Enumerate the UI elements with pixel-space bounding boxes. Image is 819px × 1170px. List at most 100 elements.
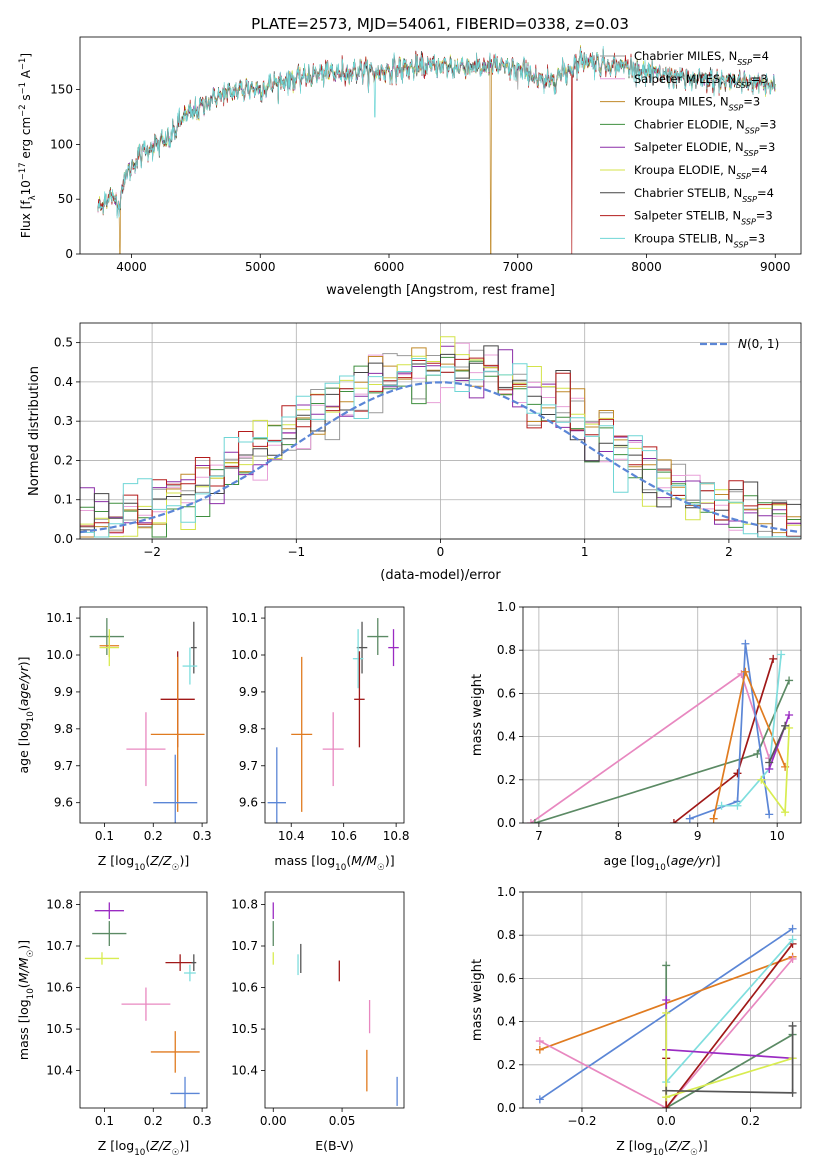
data-point [191,954,197,971]
plus-marker [781,721,790,730]
x-tick-label: 9 [694,829,702,843]
legend-entry: Salpeter ELODIE, NSSP=3 [634,140,775,158]
data-point [352,629,364,689]
plus-marker [530,819,539,823]
data-point [92,921,127,946]
x-tick-label: −1 [287,545,305,559]
y-tick-label: 9.7 [239,759,258,773]
plus-marker [733,801,742,810]
plus-marker [741,667,750,676]
x-tick-label: 0 [437,545,445,559]
data-point [367,618,389,655]
plus-marker [662,1104,671,1108]
plot-area [265,892,404,1108]
x-axis-label: E(B-V) [315,1138,354,1153]
series-line [765,711,794,773]
plus-marker [788,924,797,933]
x-tick-label: 4000 [116,260,147,274]
x-tick-label: 7 [535,829,543,843]
panel-age_vs_Z: 0.1 0.2 0.3 9.6 9.7 9.8 9.9 10.0 10.1 Z [log10(Z/… [16,606,212,873]
series-line [685,639,774,823]
x-tick-label: 6000 [374,260,405,274]
y-tick-label: 0.0 [497,1101,516,1115]
legend-entry: N(0, 1) [738,337,779,351]
legend-entry: Salpeter MILES, NSSP=3 [634,72,768,90]
panel-residuals: −2 −1 0 1 2 0.0 0.1 0.2 0.3 0.4 0.5 N(0, 1) (data-mo… [27,322,802,583]
y-tick-label: 0.2 [54,453,73,467]
x-tick-label: 0.2 [741,1114,760,1128]
plus-marker [741,639,750,648]
y-tick-label: 10.4 [46,1064,73,1078]
x-tick-label: 0.2 [144,829,163,843]
data-point [170,1076,200,1108]
y-tick-label: 0.5 [54,336,73,350]
y-tick-label: 10.5 [231,1022,258,1036]
y-tick-label: 9.6 [54,796,73,810]
series-path [665,938,794,1083]
y-tick-label: 0.3 [54,414,73,428]
axes-frame [522,891,802,1109]
axes-frame [79,606,208,824]
plus-marker [526,819,535,823]
panel-mass_vs_ebv: 0.00 0.05 10.4 10.5 10.6 10.7 10.8 E(B-V) [231,891,405,1153]
x-tick-label: 10.6 [330,829,357,843]
x-tick-label: 0.3 [193,1114,212,1128]
y-tick-label: 10.7 [231,939,258,953]
series-path [721,654,782,807]
y-tick-label: 9.7 [54,759,73,773]
plus-marker [788,1088,797,1097]
plus-marker [781,808,790,817]
x-tick-label: 0.3 [193,829,212,843]
x-tick-label: 10.8 [383,829,410,843]
y-tick-label: 10.0 [231,648,258,662]
data-point [190,621,197,674]
y-tick-label: 0.4 [54,375,73,389]
y-axis-label: Normed distribution [27,366,42,496]
plus-marker [662,1008,671,1017]
legend-entry: Chabrier MILES, NSSP=4 [634,49,769,67]
y-tick-label: 10.1 [46,611,73,625]
figure-title: PLATE=2573, MJD=54061, FIBERID=0338, z=0… [251,15,629,33]
axes-frame [522,606,802,824]
x-axis-label: age [log10(age/yr)] [603,853,720,873]
x-axis-label: Z [log10(Z/Z☉)] [98,1138,189,1158]
y-tick-label: 0.6 [497,686,516,700]
data-point [165,954,195,971]
y-tick-label: 0.8 [497,643,516,657]
plot-content [272,902,398,1106]
data-point [99,629,120,667]
legend-entry: Kroupa ELODIE, NSSP=4 [634,163,768,181]
y-tick-label: 0.2 [497,1058,516,1072]
plus-marker [535,1095,544,1104]
y-tick-label: 10.6 [46,981,73,995]
y-axis-label: mass weight [470,959,485,1041]
plot-content [535,924,797,1108]
plot-area [265,607,404,823]
data-point [121,987,171,1021]
x-tick-label: −0.2 [567,1114,596,1128]
plus-marker [685,814,694,823]
plus-marker [669,819,678,823]
y-tick-label: 150 [50,83,73,97]
normal-curve [80,381,799,534]
data-point [126,712,166,787]
y-tick-label: 50 [58,192,73,206]
series-path [689,643,771,820]
plot-content [97,44,776,254]
y-tick-label: 10.5 [46,1022,73,1036]
y-tick-label: 0.0 [497,816,516,830]
data-point [291,656,313,812]
panel-massweight_vs_age: 7 8 9 10 0.0 0.2 0.4 0.6 0.8 1.0 age [log10(age/yr… [470,600,802,873]
data-point [322,712,344,787]
x-tick-label: 7000 [502,260,533,274]
x-tick-label: 10 [770,829,785,843]
y-tick-label: 0.4 [497,730,516,744]
plus-marker [717,801,726,810]
x-tick-label: 0.00 [260,1114,287,1128]
series-line [662,1021,797,1097]
x-tick-label: 5000 [245,260,276,274]
plus-marker [777,650,786,659]
y-tick-label: 0.2 [497,773,516,787]
data-point [150,656,205,812]
